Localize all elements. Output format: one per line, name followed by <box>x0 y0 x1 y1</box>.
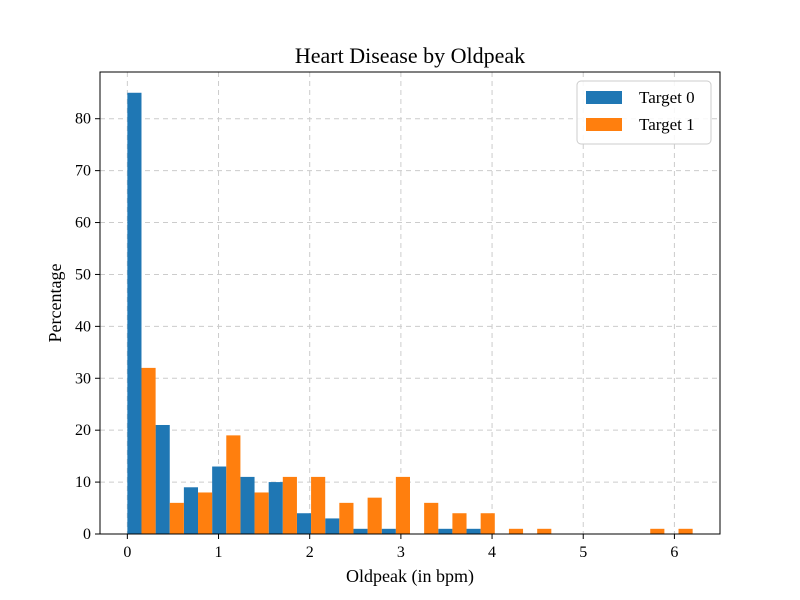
bar-target-1 <box>169 502 184 534</box>
x-axis-ticks: 0 1 2 3 4 5 6 <box>123 534 678 561</box>
x-tick-label: 5 <box>579 544 587 561</box>
bar-target-1 <box>141 367 156 534</box>
bar-target-0 <box>296 513 312 534</box>
y-tick-label: 60 <box>75 215 91 232</box>
bar-target-1 <box>537 528 552 534</box>
bar-target-1 <box>311 476 326 534</box>
y-tick-label: 70 <box>75 163 91 180</box>
bar-target-1 <box>395 476 410 534</box>
bar-target-1 <box>226 435 241 534</box>
x-axis-label: Oldpeak (in bpm) <box>346 566 474 587</box>
bar-target-1 <box>678 528 693 534</box>
y-tick-label: 20 <box>75 422 91 439</box>
bar-target-0 <box>155 424 170 534</box>
bar-target-0 <box>325 518 340 534</box>
legend-swatch <box>586 118 622 131</box>
x-tick-label: 2 <box>306 544 314 561</box>
chart-title: Heart Disease by Oldpeak <box>295 43 525 68</box>
bars-layer <box>127 92 693 535</box>
legend-swatch <box>586 91 622 104</box>
legend-label: Target 0 <box>639 88 695 107</box>
x-tick-label: 0 <box>123 544 131 561</box>
y-tick-label: 30 <box>75 370 91 387</box>
plot-frame <box>99 71 721 535</box>
bar-target-0 <box>268 482 283 534</box>
bar-target-1 <box>424 502 439 534</box>
bar-target-0 <box>240 476 255 534</box>
bar-target-1 <box>254 492 269 534</box>
y-tick-label: 40 <box>75 318 91 335</box>
legend: Target 0 Target 1 <box>576 80 712 145</box>
x-tick-label: 6 <box>670 544 678 561</box>
bar-target-0 <box>183 487 199 534</box>
y-tick-label: 10 <box>75 474 91 491</box>
x-tick-label: 3 <box>397 544 405 561</box>
bar-target-0 <box>212 466 227 534</box>
x-tick-label: 1 <box>215 544 223 561</box>
y-tick-label: 80 <box>75 111 91 128</box>
y-tick-label: 0 <box>83 526 91 543</box>
bar-target-0 <box>438 528 453 534</box>
bar-target-0 <box>466 528 481 534</box>
bar-target-1 <box>198 492 213 534</box>
bar-target-0 <box>381 528 396 534</box>
bar-target-1 <box>452 513 467 534</box>
legend-label: Target 1 <box>639 115 695 134</box>
bar-target-1 <box>367 497 382 534</box>
bar-target-1 <box>339 502 354 534</box>
y-axis-label: Percentage <box>45 264 65 343</box>
bar-target-0 <box>127 92 142 535</box>
bar-target-0 <box>353 528 368 534</box>
y-axis-ticks: 0 10 20 30 40 50 60 70 80 <box>75 111 100 543</box>
y-tick-label: 50 <box>75 266 91 283</box>
bar-target-1 <box>282 476 297 534</box>
bar-target-1 <box>508 528 524 534</box>
bar-target-1 <box>480 513 495 534</box>
bar-target-1 <box>650 528 665 534</box>
x-tick-label: 4 <box>488 544 496 561</box>
